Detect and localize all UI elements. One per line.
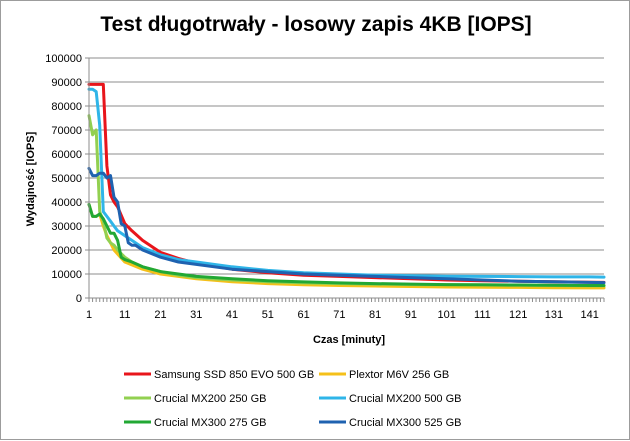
y-tick-label: 100000 — [45, 53, 82, 65]
axes: 0 10000 20000 30000 40000 50000 60000 70000 8000… — [45, 53, 605, 321]
legend-label: Samsung SSD 850 EVO 500 GB — [154, 369, 314, 381]
x-tick-label: 121 — [509, 309, 527, 321]
chart-title: Test długotrwały - losowy zapis 4KB [IOP… — [100, 13, 532, 36]
series-line-5 — [87, 202, 606, 287]
legend: Samsung SSD 850 EVO 500 GB Plextor M6V 25… — [124, 369, 462, 429]
y-tick-label: 30000 — [51, 221, 82, 233]
y-tick-label: 60000 — [51, 149, 82, 161]
x-tick-label: 71 — [333, 309, 345, 321]
y-tick-label: 90000 — [51, 77, 82, 89]
series-line-1 — [87, 82, 606, 284]
x-tick-label: 61 — [297, 309, 309, 321]
x-tick-label: 31 — [190, 309, 202, 321]
x-tick-label: 81 — [369, 309, 381, 321]
y-tick-label: 80000 — [51, 101, 82, 113]
grid-lines — [89, 57, 604, 299]
y-tick-label: 20000 — [51, 245, 82, 257]
series-line-4 — [87, 87, 606, 279]
x-axis-title: Czas [minuty] — [313, 334, 385, 346]
x-tick-label: 131 — [545, 309, 563, 321]
y-tick-label: 70000 — [51, 125, 82, 137]
series-lines — [87, 82, 606, 290]
legend-label: Plextor M6V 256 GB — [349, 369, 449, 381]
y-tick-label: 40000 — [51, 197, 82, 209]
x-tick-label: 1 — [86, 309, 92, 321]
y-axis-title: Wydajność [IOPS] — [25, 131, 37, 226]
legend-label: Crucial MX200 250 GB — [154, 393, 267, 405]
legend-label: Crucial MX300 525 GB — [349, 417, 462, 429]
x-tick-label: 51 — [262, 309, 274, 321]
series-line-6 — [87, 166, 606, 285]
x-tick-label: 91 — [405, 309, 417, 321]
x-tick-label: 101 — [437, 309, 455, 321]
x-tick-label: 141 — [581, 309, 599, 321]
legend-label: Crucial MX300 275 GB — [154, 417, 267, 429]
y-tick-label: 0 — [76, 293, 82, 305]
x-tick-label: 41 — [226, 309, 238, 321]
x-tick-label: 111 — [474, 309, 491, 321]
x-tick-label: 21 — [154, 309, 166, 321]
y-tick-label: 50000 — [51, 173, 82, 185]
y-tick-label: 10000 — [51, 269, 82, 281]
x-tick-label: 11 — [119, 309, 130, 321]
legend-label: Crucial MX200 500 GB — [349, 393, 462, 405]
